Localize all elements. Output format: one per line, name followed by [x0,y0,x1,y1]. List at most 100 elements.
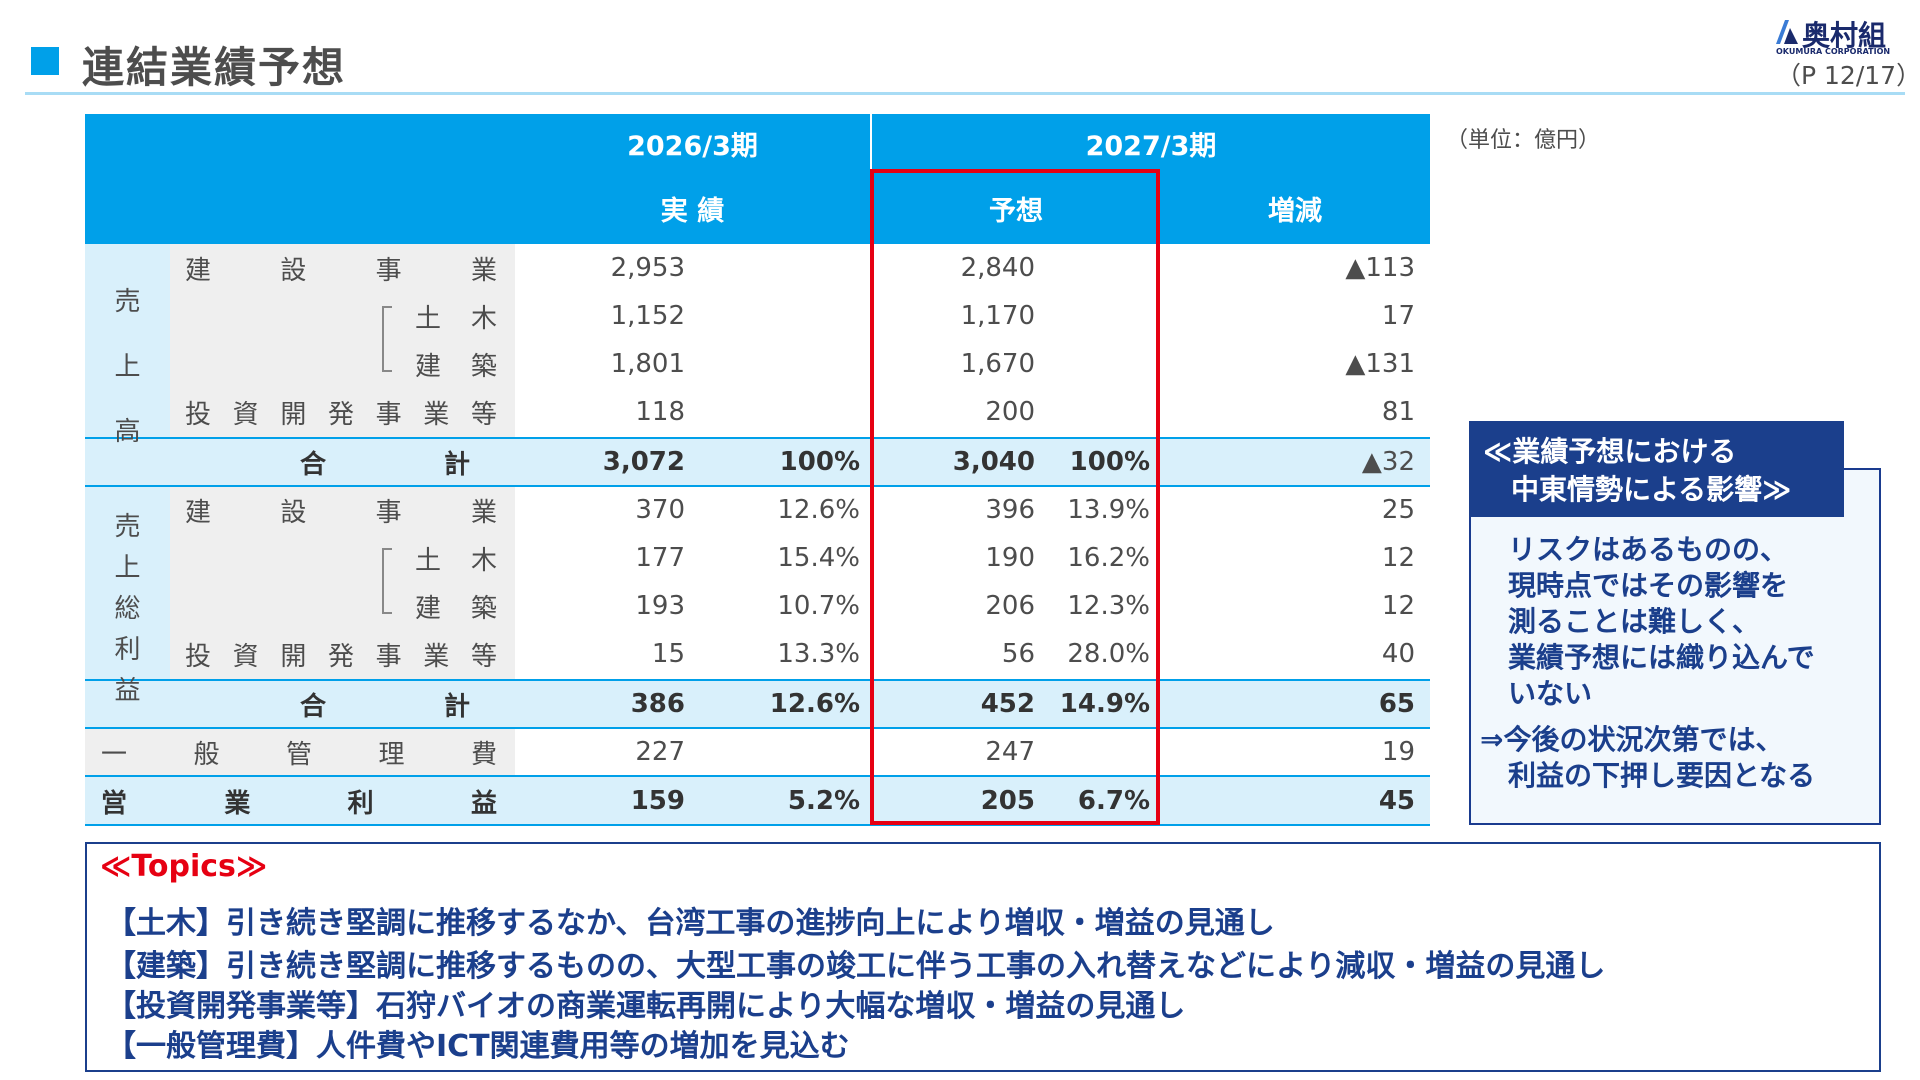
title-divider [25,92,1905,95]
gross-construction-change: 25 [1381,495,1415,525]
label-char: 等 [470,641,497,672]
label-char: 上 [114,552,141,583]
row-label-construction: 建設事業 [185,486,497,534]
sales-investment-change: 81 [1381,397,1415,427]
column-forecast: 予想 [989,195,1043,227]
page-number: （P 12/17） [1776,61,1920,90]
row-label-civil: 土木 [415,292,497,340]
sales-total-forecast: 3,040 [952,447,1035,477]
label-char: 業 [470,497,497,528]
line [85,727,1430,729]
label-char: 建 [415,351,442,382]
sales-civil-forecast: 1,170 [960,301,1035,331]
label-char: 開 [280,641,307,672]
line [85,437,1430,439]
label-char: 合 [300,691,327,722]
sga-label-bg [85,728,515,776]
gross-construction-actual: 370 [635,495,685,525]
gross-civil-forecast: 190 [985,543,1035,573]
gross-total-forecast-pct: 14.9% [1059,689,1150,719]
gross-investment-forecast-pct: 28.0% [1067,639,1150,669]
gross-items-bg [170,486,515,680]
sales-total-bg [170,438,1430,486]
row-label-sga: 一般管理費 [101,728,497,776]
label-char: 等 [470,399,497,430]
sales-construction-change: ▲113 [1345,253,1415,283]
impact-note-title: ≪業績予想における 中東情勢による影響≫ [1469,421,1844,517]
impact-note-line: いない [1508,677,1593,710]
impact-note-line: 現時点ではその影響を [1508,569,1789,602]
impact-note-conclusion: 利益の下押し要因となる [1508,759,1816,792]
label-char: 設 [280,497,307,528]
label-char: 事 [375,497,402,528]
label-char: 資 [232,641,259,672]
sales-total-actual-pct: 100% [779,447,860,477]
label-char: 発 [327,399,354,430]
operating-forecast-pct: 6.7% [1077,786,1150,816]
column-change: 増減 [1268,195,1322,227]
operating-actual-pct: 5.2% [787,786,860,816]
label-char: 事 [375,399,402,430]
sub-item-bracket [382,306,392,372]
period-actual: 2026/3期 [627,130,758,162]
impact-note-line: 測ることは難しく、 [1508,605,1761,638]
operating-change: 45 [1378,786,1415,816]
label-char: 営 [101,788,128,819]
sub-item-bracket [382,548,392,614]
label-char: 益 [470,788,497,819]
impact-note-line: リスクはあるものの、 [1508,533,1789,566]
gross-building-forecast-pct: 12.3% [1067,591,1150,621]
unit-label: （単位：億円） [1446,128,1601,153]
label-char: 投 [185,399,212,430]
sales-total-change: ▲32 [1361,447,1415,477]
impact-note-line: 業績予想には織り込んで [1508,641,1815,674]
label-char: 築 [470,593,497,624]
label-char: 築 [470,351,497,382]
topic-item: 【建築】引き続き堅調に推移するものの、大型工事の竣工に伴う工事の入れ替えなどによ… [106,949,1606,984]
label-char: 建 [415,593,442,624]
label-char: 投 [185,641,212,672]
sales-building-change: ▲131 [1345,349,1415,379]
label-char: 益 [114,675,141,706]
forecast-highlight-frame [870,169,1160,825]
sga-actual: 227 [635,737,685,767]
gross-building-forecast: 206 [985,591,1035,621]
impact-note-conclusion: ⇒今後の状況次第では、 [1480,723,1784,756]
sales-civil-actual: 1,152 [610,301,685,331]
label-char: 高 [114,416,141,447]
logo-name: 奥村組 [1802,19,1887,52]
gross-total-forecast: 452 [980,689,1035,719]
gross-civil-change: 12 [1381,543,1415,573]
forecast-table: 2026/3期 2027/3期 実 績 予想 増減 売 上 高 売 上 総 利 … [85,114,1430,826]
gross-group-label: 売 上 総 利 益 [85,506,170,706]
sales-investment-forecast: 200 [985,397,1035,427]
impact-note-title-line: ≪業績予想における [1483,435,1737,468]
period-forecast: 2027/3期 [1085,130,1217,162]
company-logo: 奥村組 OKUMURA CORPORATION [1774,14,1904,56]
gross-construction-forecast-pct: 13.9% [1067,495,1150,525]
label-char: 建 [185,497,212,528]
row-label-sales-total: 合計 [300,438,470,486]
sales-total-actual: 3,072 [602,447,685,477]
gross-total-change: 65 [1378,689,1415,719]
line [85,775,1430,777]
row-label-investment: 投資開発事業等 [185,388,497,436]
sales-civil-change: 17 [1381,301,1415,331]
label-char: 計 [443,691,470,722]
gross-investment-forecast: 56 [1001,639,1035,669]
gross-investment-actual: 15 [651,639,685,669]
page-title: 連結業績予想 [82,43,347,92]
impact-note-title-line: 中東情勢による影響≫ [1511,473,1792,506]
label-char: 上 [114,351,141,382]
label-char: 合 [300,449,327,480]
impact-note-box [1469,468,1881,825]
label-char: 開 [280,399,307,430]
row-label-construction: 建設事業 [185,244,497,292]
row-label-civil: 土木 [415,534,497,582]
column-actual: 実 績 [660,195,725,227]
label-char: 費 [470,739,497,770]
sales-group-label: 売 上 高 [85,264,170,464]
row-label-investment: 投資開発事業等 [185,630,497,678]
table-header [85,114,1430,244]
label-char: 総 [114,593,141,624]
